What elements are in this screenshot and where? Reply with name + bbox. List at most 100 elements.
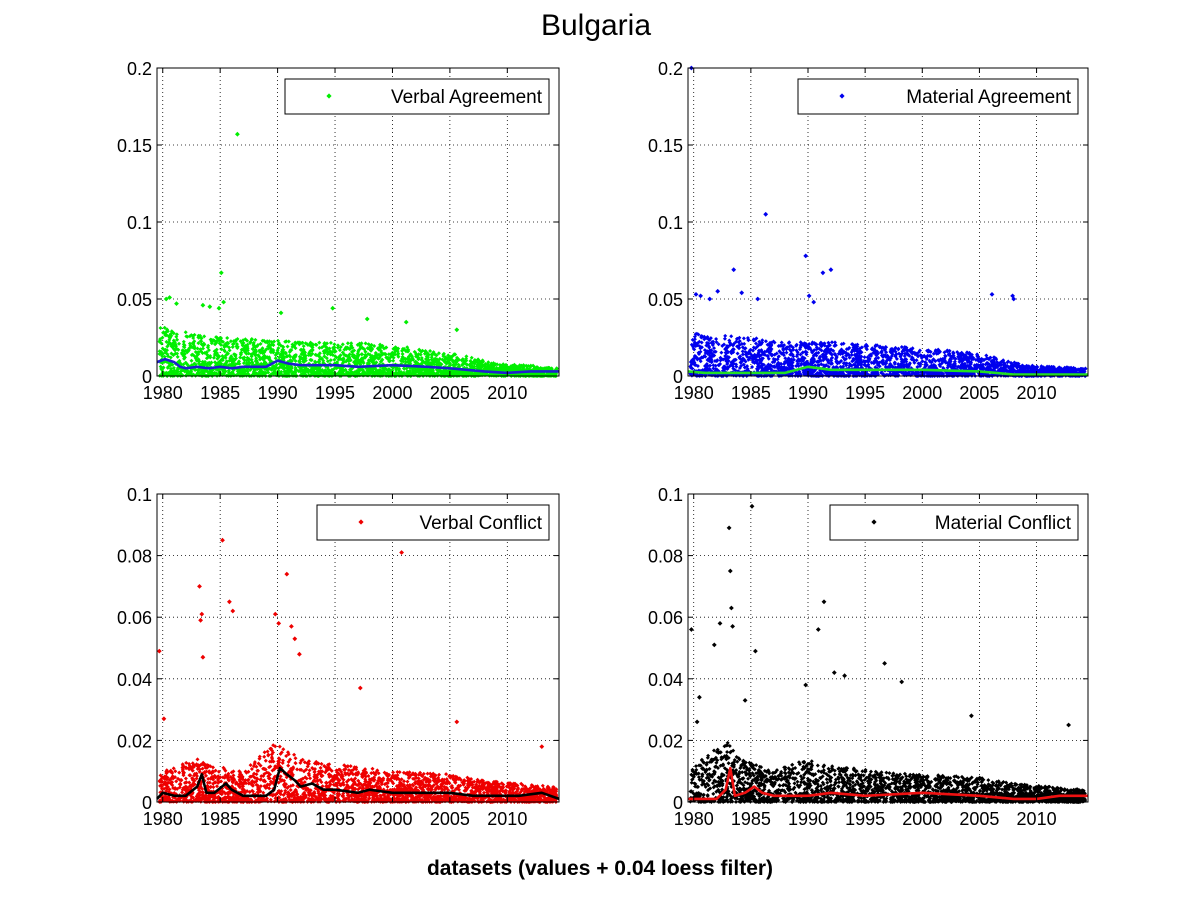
data-point — [156, 648, 162, 654]
data-point — [1066, 722, 1071, 728]
x-tick-label: 2010 — [1017, 809, 1057, 829]
data-point — [163, 296, 169, 302]
legend: Material Agreement — [797, 78, 1079, 115]
y-tick-label: 0.1 — [127, 213, 152, 233]
x-tick-label: 2000 — [902, 809, 942, 829]
x-tick-label: 1980 — [674, 809, 714, 829]
data-point — [454, 719, 460, 725]
y-tick-label: 0.08 — [648, 547, 683, 567]
legend-box — [829, 504, 1079, 541]
data-point — [689, 627, 694, 632]
axes-box — [156, 493, 560, 803]
legend: Verbal Agreement — [284, 78, 550, 115]
x-tick-label: 2000 — [372, 383, 412, 403]
loess-line — [688, 766, 1088, 801]
data-point — [739, 290, 745, 296]
subplot-bottom-right: 1980 1985 1990 1995 2000 2005 2010 0 0.02 0.04 0.0… — [648, 485, 1089, 829]
data-point-cloud — [688, 740, 1088, 804]
y-tick-label: 0.1 — [127, 485, 152, 505]
y-tick-label: 0.02 — [648, 731, 683, 751]
data-point — [235, 131, 240, 137]
data-point — [729, 605, 734, 611]
data-point — [216, 305, 222, 311]
data-point — [220, 537, 225, 543]
legend-marker — [839, 93, 845, 99]
data-point — [742, 698, 748, 703]
x-tick-label: 2005 — [430, 383, 470, 403]
data-point — [755, 296, 761, 302]
legend-label: Verbal Agreement — [391, 87, 543, 108]
data-point — [200, 302, 206, 308]
data-point — [989, 292, 995, 297]
y-tick-label: 0.08 — [117, 547, 152, 567]
data-point — [711, 642, 717, 648]
data-point — [842, 673, 847, 679]
data-point — [763, 211, 769, 217]
data-point — [831, 670, 837, 675]
legend-label: Material Agreement — [906, 87, 1071, 108]
data-point — [539, 744, 545, 749]
y-tick-label: 0.15 — [117, 136, 152, 156]
legend-label: Material Conflict — [935, 513, 1072, 534]
x-tick-label: 1990 — [788, 383, 828, 403]
x-tick-label: 1995 — [315, 809, 355, 829]
x-tick-label: 1990 — [788, 809, 828, 829]
x-tick-label: 1980 — [674, 383, 714, 403]
x-tick-label: 1985 — [731, 809, 771, 829]
data-point — [364, 316, 370, 322]
figure-title: Bulgaria — [541, 9, 651, 42]
subplot-top-left: 1980 1985 1990 1995 2000 2005 2010 0 0.05 0.1 0.15… — [117, 59, 560, 403]
x-tick-label: 1985 — [200, 383, 240, 403]
y-tick-label: 0 — [142, 367, 152, 387]
subplots: 1980 1985 1990 1995 2000 2005 2010 0 0.05 0.1 0.15… — [117, 59, 1089, 829]
y-tick-label: 0.05 — [648, 290, 683, 310]
x-tick-label: 2005 — [959, 809, 999, 829]
data-point — [1011, 296, 1017, 302]
data-point — [218, 270, 224, 276]
x-tick-label: 1995 — [845, 383, 885, 403]
y-tick-label: 0.05 — [117, 290, 152, 310]
data-point — [167, 295, 172, 300]
data-point — [200, 654, 206, 660]
data-point — [969, 713, 974, 719]
data-point — [161, 716, 167, 722]
data-point — [726, 525, 732, 531]
axes-box — [687, 493, 1089, 803]
data-point — [272, 611, 278, 617]
legend-marker — [326, 93, 332, 99]
data-point — [207, 304, 213, 310]
data-point-cloud — [688, 331, 1088, 378]
y-tick-label: 0.15 — [648, 136, 683, 156]
loess-line — [687, 365, 1088, 376]
legend-box — [797, 78, 1079, 115]
x-tick-label: 2010 — [1017, 383, 1057, 403]
legend: Verbal Conflict — [316, 504, 550, 541]
legend-marker — [871, 519, 877, 525]
data-point — [821, 599, 827, 605]
y-tick-label: 0.06 — [648, 608, 683, 628]
data-point — [715, 288, 721, 294]
data-point — [221, 299, 226, 305]
data-point — [899, 679, 905, 685]
x-tick-label: 1990 — [258, 383, 298, 403]
data-point — [693, 292, 699, 297]
data-point — [284, 571, 290, 577]
data-point — [454, 327, 460, 333]
data-point — [174, 301, 179, 306]
y-tick-label: 0 — [673, 793, 683, 813]
loess-line — [156, 766, 560, 801]
data-point — [828, 267, 834, 273]
data-point — [753, 648, 758, 654]
y-tick-label: 0 — [142, 793, 152, 813]
data-point — [297, 651, 302, 657]
data-point — [292, 636, 298, 642]
data-point — [357, 685, 363, 691]
legend-label: Verbal Conflict — [419, 513, 542, 534]
y-tick-label: 0 — [673, 367, 683, 387]
subplot-top-right: 1980 1985 1990 1995 2000 2005 2010 0 0.05 0.1 0.15… — [648, 59, 1089, 403]
data-point — [803, 253, 809, 259]
x-tick-label: 2010 — [487, 383, 527, 403]
data-point — [815, 627, 821, 632]
legend-box — [316, 504, 550, 541]
